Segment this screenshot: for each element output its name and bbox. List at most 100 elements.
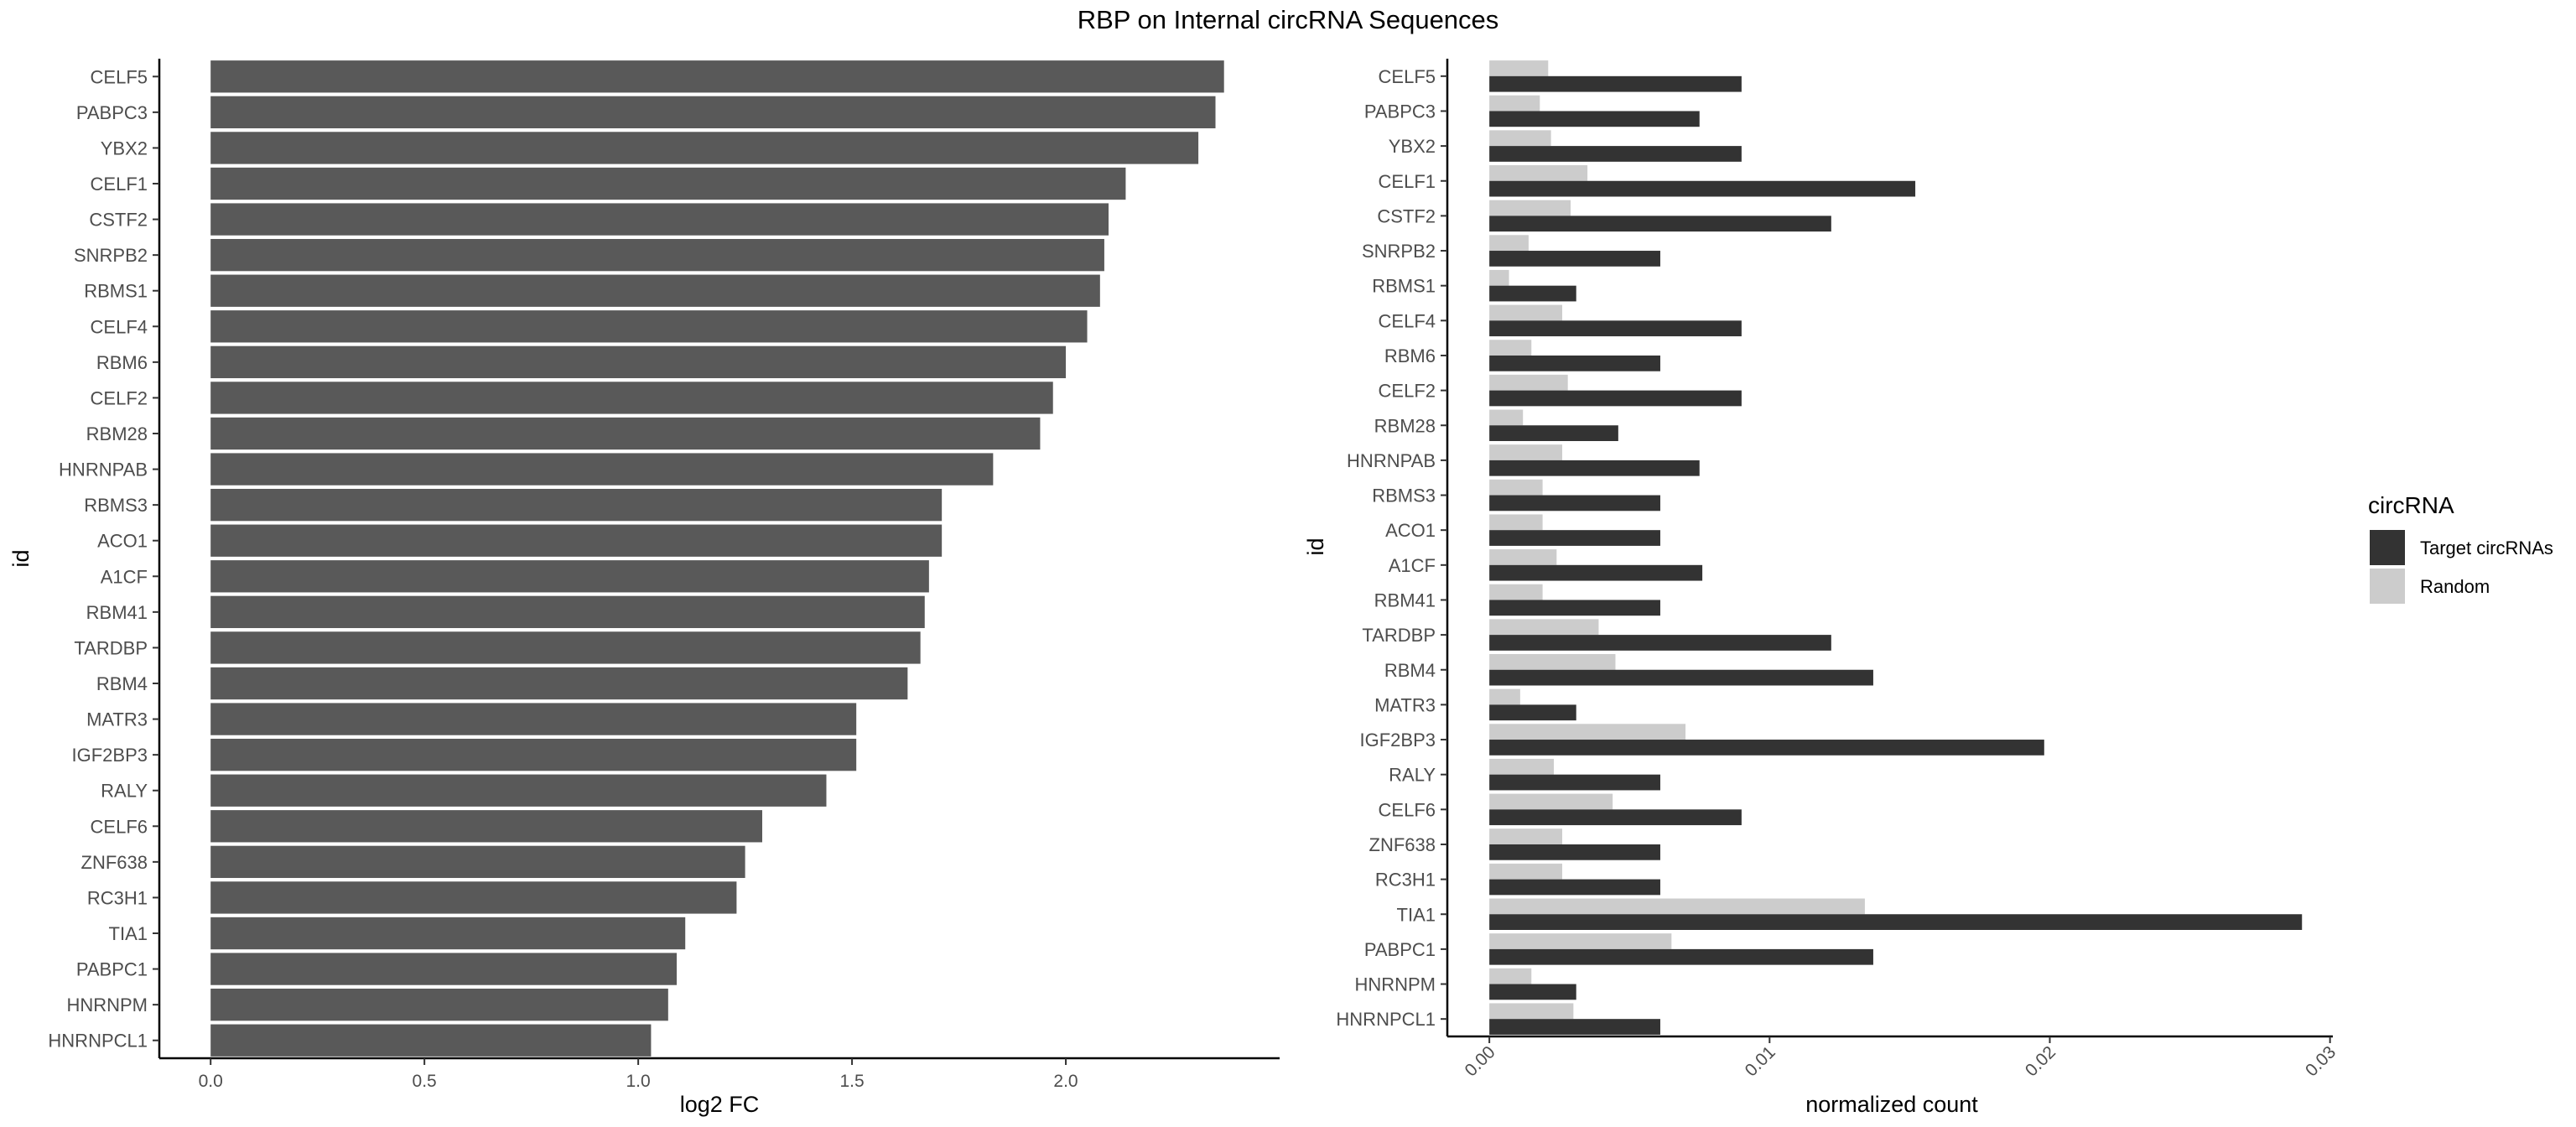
bar-target-tia1 [1489,914,2303,930]
bar-target-rbm4 [1489,669,1873,686]
y-tick-label: RC3H1 [1375,870,1436,891]
y-tick-label: RBM28 [1374,415,1436,436]
bar-target-matr3 [1489,704,1576,721]
bar-rbm4 [210,667,908,700]
y-tick-label: A1CF [101,566,148,587]
bar-hnrnpab [210,453,994,486]
right-x-axis-title: normalized count [1805,1092,1978,1117]
left-x-ticks: 0.0 0.5 1.0 1.5 2.0 [199,1058,1078,1091]
left-y-axis-title: id [8,549,34,567]
bar-celf4 [210,310,1088,343]
bar-random-rbm41 [1489,584,1543,600]
bar-random-pabpc3 [1489,95,1540,112]
legend: circRNA Target circRNAs Random [2368,492,2553,604]
y-tick-label: RALY [1389,765,1436,786]
y-tick-label: CELF6 [91,816,148,837]
bar-target-pabpc3 [1489,111,1700,127]
bar-celf6 [210,810,762,843]
bar-random-hnrnpab [1489,444,1563,460]
bar-tardbp [210,631,921,664]
bar-target-celf4 [1489,320,1742,337]
bar-random-matr3 [1489,688,1520,705]
y-tick-label: IGF2BP3 [72,745,148,766]
y-tick-label: ZNF638 [1369,834,1436,855]
right-panel: CELF5 PABPC3 YBX2 CELF1 CSTF2 SNRPB2 RBMS1 CELF… [1303,59,2340,1117]
bar-target-rbms3 [1489,495,1660,512]
y-tick-label: PABPC3 [1364,101,1436,122]
bar-random-celf1 [1489,165,1588,181]
bar-target-igf2bp3 [1489,740,2044,756]
bar-snrpb2 [210,238,1104,272]
bar-random-a1cf [1489,549,1557,565]
bar-rbm6 [210,345,1067,379]
y-tick-label: RBM4 [96,673,148,694]
x-tick-label: 1.0 [626,1072,651,1091]
bar-random-rbms3 [1489,479,1543,496]
bar-random-snrpb2 [1489,235,1529,252]
bar-target-raly [1489,774,1660,791]
x-tick-label: 1.5 [839,1072,864,1091]
bar-target-rbms1 [1489,285,1576,302]
bar-cstf2 [210,203,1109,236]
bar-random-rbm28 [1489,409,1524,426]
bar-random-tia1 [1489,898,1865,915]
bar-random-aco1 [1489,514,1543,531]
y-tick-label: RBM28 [86,423,148,444]
y-tick-label: CELF4 [1379,310,1436,331]
legend-swatch-target [2370,530,2405,565]
legend-label-random: Random [2420,576,2490,597]
bar-random-celf5 [1489,60,1549,76]
y-tick-label: RALY [101,781,148,802]
y-tick-label: TIA1 [109,923,148,944]
bar-rbm28 [210,417,1041,450]
y-tick-label: SNRPB2 [74,245,148,266]
y-tick-label: HNRNPAB [59,460,148,480]
x-tick-label: 0.00 [1461,1042,1498,1080]
bar-target-celf2 [1489,390,1742,407]
y-tick-label: HNRNPCL1 [48,1031,148,1052]
bar-random-hnrnpcl1 [1489,1003,1574,1020]
y-tick-label: RBMS3 [84,495,148,516]
bar-celf2 [210,382,1053,414]
bar-hnrnpcl1 [210,1024,652,1057]
y-tick-label: SNRPB2 [1362,241,1436,262]
y-tick-label: RC3H1 [87,887,148,908]
x-tick-label: 0.5 [413,1072,437,1091]
bar-rbm41 [210,595,925,629]
y-tick-label: TARDBP [74,637,148,658]
bar-target-celf6 [1489,809,1742,826]
y-tick-label: ZNF638 [81,852,148,873]
y-tick-label: CELF1 [1379,171,1436,192]
bar-target-pabpc1 [1489,948,1873,965]
bar-target-rbm41 [1489,600,1660,616]
y-tick-label: RBM41 [86,602,148,623]
bar-tia1 [210,917,686,950]
bar-znf638 [210,845,745,879]
y-tick-label: PABPC3 [76,102,148,123]
bar-celf5 [210,60,1224,93]
bar-target-hnrnpab [1489,460,1700,476]
left-panel: CELF5 PABPC3 YBX2 CELF1 CSTF2 SNRPB2 RBMS1 CELF… [8,59,1280,1117]
y-tick-label: HNRNPAB [1347,450,1436,471]
bar-pabpc1 [210,953,678,985]
y-tick-label: CELF2 [1379,381,1436,402]
y-tick-label: ACO1 [97,531,148,552]
left-bars [210,60,1224,1057]
bar-random-pabpc1 [1489,933,1672,949]
y-tick-label: CELF5 [1379,66,1436,87]
bar-matr3 [210,703,857,735]
left-x-axis-title: log2 FC [680,1092,760,1117]
y-tick-label: TARDBP [1362,625,1436,646]
y-tick-label: YBX2 [1389,136,1436,157]
y-tick-label: YBX2 [101,138,148,158]
y-tick-label: CELF6 [1379,799,1436,820]
bar-target-celf5 [1489,75,1742,92]
bar-ybx2 [210,132,1199,164]
chart-title: RBP on Internal circRNA Sequences [1078,5,1499,34]
bar-random-rc3h1 [1489,863,1563,880]
y-tick-label: RBM4 [1384,660,1436,681]
bar-random-rbms1 [1489,269,1509,286]
bar-random-rbm6 [1489,340,1532,356]
bar-target-celf1 [1489,180,1916,197]
